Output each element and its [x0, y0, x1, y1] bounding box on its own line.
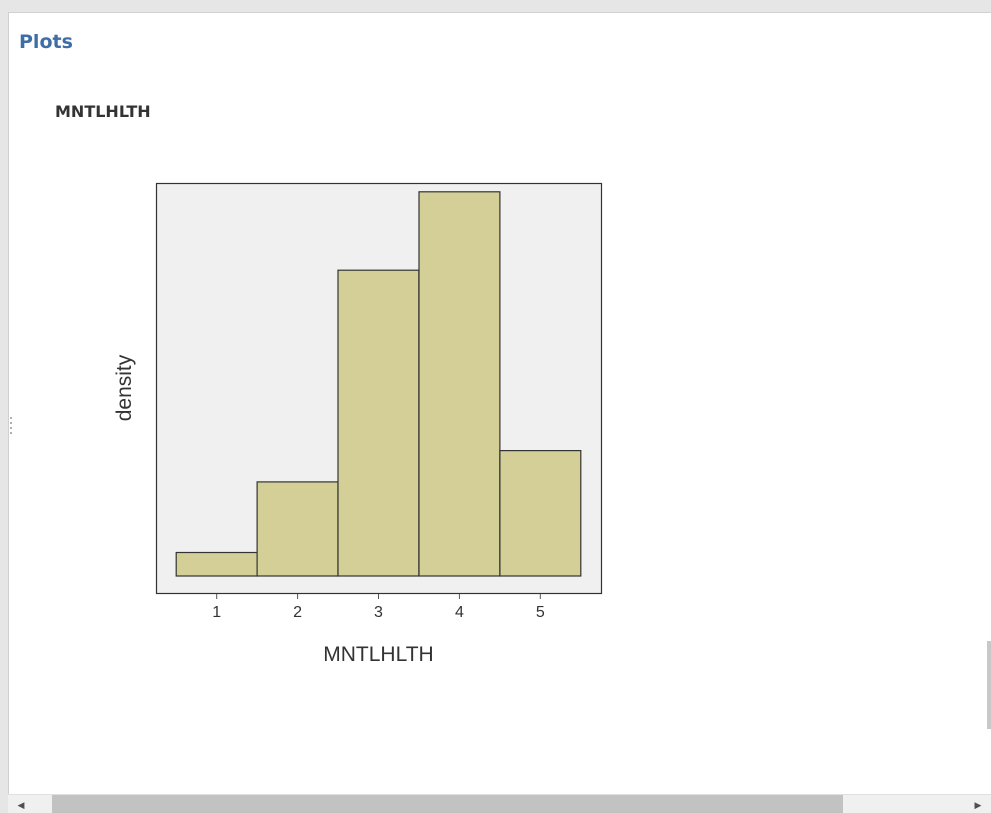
resize-grip[interactable]	[9, 417, 13, 441]
histogram-bar	[499, 450, 582, 577]
scroll-left-arrow-icon[interactable]: ◀	[17, 800, 25, 810]
x-tick-label: 4	[455, 604, 464, 621]
histogram-chart: 1 2 3 4 5 MNTLHLTH density	[113, 182, 603, 666]
histogram-bar	[418, 191, 501, 577]
x-tick-label: 1	[212, 604, 221, 621]
horizontal-scrollbar[interactable]: ◀ ▶	[8, 794, 991, 813]
histogram-bar	[256, 481, 339, 577]
x-tick-label: 3	[374, 604, 383, 621]
variable-title: MNTLHLTH	[55, 102, 151, 121]
histogram-bar	[175, 551, 258, 577]
output-pane: Plots MNTLHLTH 1 2 3 4 5 MNTLHLTH density	[8, 12, 991, 794]
x-tick-label: 2	[293, 604, 302, 621]
y-axis-label: density	[113, 354, 136, 421]
section-title: Plots	[19, 31, 73, 53]
x-axis-label: MNTLHLTH	[323, 643, 433, 666]
horizontal-scroll-thumb[interactable]	[52, 795, 843, 813]
x-ticks-group: 1 2 3 4 5	[212, 594, 545, 621]
scroll-right-arrow-icon[interactable]: ▶	[974, 800, 982, 810]
histogram-bar	[337, 269, 420, 577]
x-tick-label: 5	[536, 604, 545, 621]
bars-group	[175, 191, 582, 577]
vertical-scroll-thumb[interactable]	[987, 641, 991, 729]
